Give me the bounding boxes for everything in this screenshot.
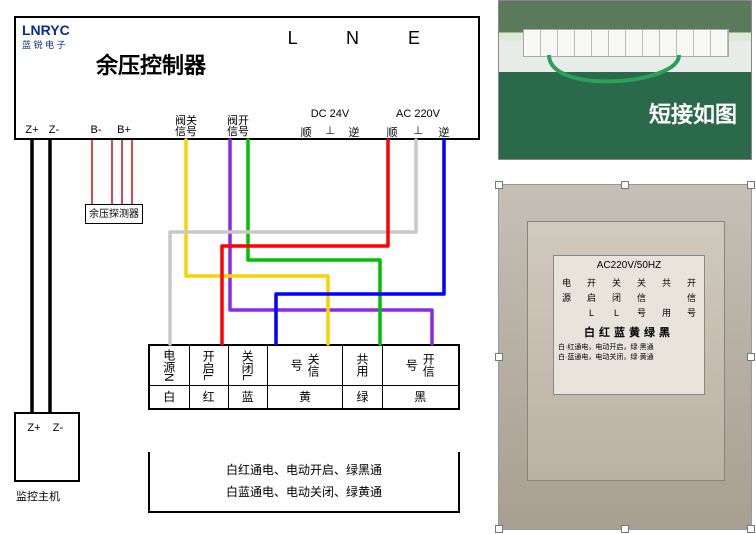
note-line-2: 白蓝通电、电动关闭、绿黄通 bbox=[170, 482, 438, 504]
table-row: 电源N 开启L 关闭L 关信号 共用 开信号 bbox=[149, 345, 459, 385]
terminal-strip bbox=[523, 29, 729, 57]
wt-h5: 开信号 bbox=[382, 345, 459, 385]
plate-colors: 白红蓝黄绿黑 bbox=[554, 324, 704, 340]
term-z-minus: Z- bbox=[49, 124, 59, 136]
host-z-minus: Z- bbox=[53, 422, 63, 434]
term-dc-b: ⊥ bbox=[325, 124, 335, 137]
table-row: 白 红 蓝 黄 绿 黑 bbox=[149, 385, 459, 409]
plate-title: AC220V/50HZ bbox=[554, 256, 704, 275]
wiring-notes: 白红通电、电动开启、绿黑通 白蓝通电、电动关闭、绿黄通 bbox=[148, 452, 460, 513]
host-z-plus: Z+ bbox=[27, 422, 40, 434]
wt-h1: 开启L bbox=[189, 345, 228, 385]
controller-title: 余压控制器 bbox=[96, 48, 206, 80]
term-ac-c: 逆 bbox=[439, 124, 450, 140]
wire-white-N bbox=[170, 140, 416, 344]
wt-c5: 黑 bbox=[382, 385, 459, 409]
wt-h2: 关闭L bbox=[228, 345, 267, 385]
logo: LNRYC bbox=[22, 22, 70, 38]
plate-notes: 白·红通电，电动开启，绿·黑通 白·蓝通电，电动关闭，绿·黄通 bbox=[554, 340, 704, 366]
wt-c2: 蓝 bbox=[228, 385, 267, 409]
jumper-label: 短接如图 bbox=[649, 97, 737, 129]
lne-label: L N E bbox=[288, 28, 442, 49]
wt-c1: 红 bbox=[189, 385, 228, 409]
wt-h4: 共用 bbox=[343, 345, 382, 385]
term-dc24v: DC 24V bbox=[311, 108, 350, 120]
wt-h3: 关信号 bbox=[267, 345, 343, 385]
wt-c4: 绿 bbox=[343, 385, 382, 409]
term-ac220v: AC 220V bbox=[396, 108, 440, 120]
actuator-photo: AC220V/50HZ 电开关 关共开 源启闭 信信 LL 号用号 白红蓝黄绿黑… bbox=[498, 184, 752, 530]
term-dc-c: 逆 bbox=[349, 124, 360, 140]
wt-h0: 电源N bbox=[149, 345, 189, 385]
wiring-table: 电源N 开启L 关闭L 关信号 共用 开信号 白 红 蓝 黄 绿 黑 bbox=[148, 344, 460, 410]
wt-c3: 黄 bbox=[267, 385, 343, 409]
host-label: 监控主机 bbox=[16, 488, 60, 504]
wt-c0: 白 bbox=[149, 385, 189, 409]
pressure-detector: 余压探测器 bbox=[85, 204, 143, 224]
wire-red-open-L bbox=[222, 140, 388, 344]
term-open-sig: 阀开信号 bbox=[226, 116, 250, 138]
wire-purple-open-sig bbox=[230, 140, 432, 344]
term-ac-b: ⊥ bbox=[413, 124, 423, 137]
jumper-photo: 短接如图 bbox=[498, 0, 752, 160]
plate-table: 电开关 关共开 源启闭 信信 LL 号用号 bbox=[554, 275, 704, 320]
wire-yellow-close-sig bbox=[186, 140, 328, 344]
term-z-plus: Z+ bbox=[25, 124, 38, 136]
term-b-plus: B+ bbox=[117, 124, 131, 136]
wire-green-common bbox=[248, 140, 380, 344]
term-b-minus: B- bbox=[91, 124, 102, 136]
term-close-sig: 阀关信号 bbox=[174, 116, 198, 138]
actuator-plate: AC220V/50HZ 电开关 关共开 源启闭 信信 LL 号用号 白红蓝黄绿黑… bbox=[553, 255, 705, 395]
monitor-host bbox=[14, 412, 80, 482]
wire-blue-close-L bbox=[276, 140, 444, 344]
logo-subtitle: 蓝 锐 电 子 bbox=[22, 38, 66, 51]
note-line-1: 白红通电、电动开启、绿黑通 bbox=[170, 460, 438, 482]
term-dc-a: 顺 bbox=[301, 124, 312, 140]
term-ac-a: 顺 bbox=[387, 124, 398, 140]
